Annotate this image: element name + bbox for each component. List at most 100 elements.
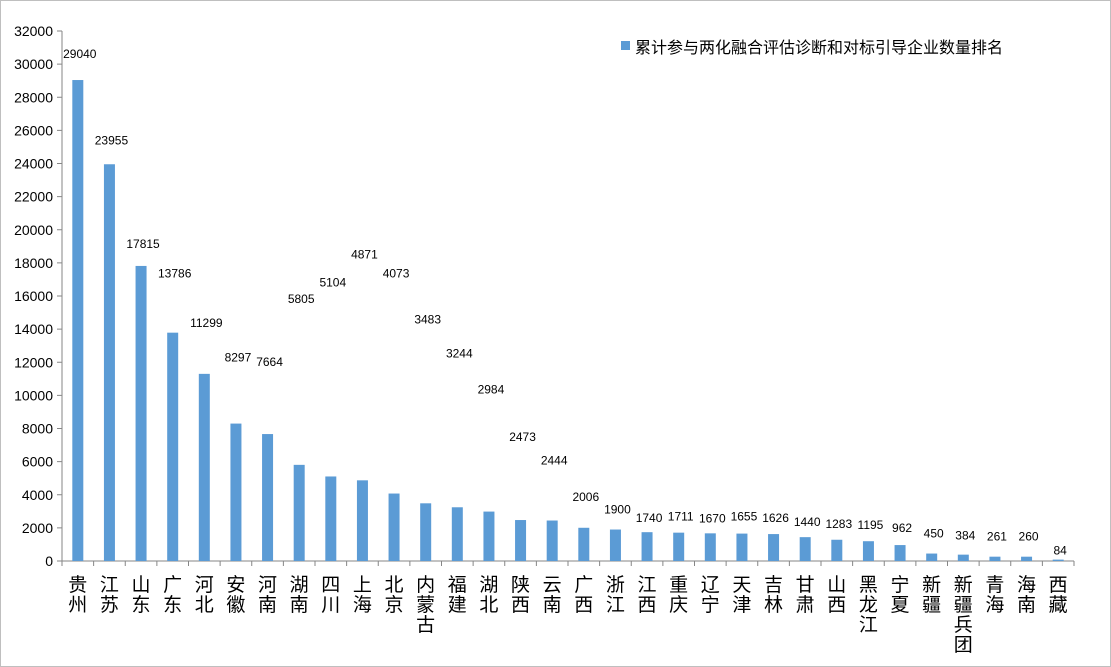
bar-14 xyxy=(515,520,527,561)
data-label-3: 13786 xyxy=(158,267,192,281)
data-label-13: 2984 xyxy=(478,383,505,397)
data-label-18: 1740 xyxy=(636,511,663,525)
y-tick-label: 30000 xyxy=(14,56,53,72)
y-tick-label: 18000 xyxy=(14,255,53,271)
bar-11 xyxy=(420,503,432,561)
bar-23 xyxy=(799,537,811,561)
bar-25 xyxy=(862,541,874,561)
data-label-26: 962 xyxy=(892,521,912,535)
data-label-16: 2006 xyxy=(572,490,599,504)
category-label-10: 北京 xyxy=(385,574,404,616)
legend-swatch xyxy=(621,41,630,50)
data-label-0: 29040 xyxy=(63,47,97,61)
y-tick-label: 16000 xyxy=(14,288,53,304)
category-label-22: 吉林 xyxy=(764,574,783,616)
bar-18 xyxy=(641,532,653,561)
bar-10 xyxy=(388,493,400,561)
data-label-8: 5104 xyxy=(319,275,346,289)
category-labels: 贵州江苏山东广东河北安徽河南湖南四川上海北京内蒙古福建湖北陕西云南广西浙江江西重… xyxy=(68,574,1067,656)
category-label-18: 江西 xyxy=(638,574,657,616)
category-label-14: 陕西 xyxy=(511,574,530,616)
category-label-1: 江苏 xyxy=(100,574,119,616)
category-label-31: 西藏 xyxy=(1049,574,1068,616)
y-tick-label: 12000 xyxy=(14,354,53,370)
category-label-30: 海南 xyxy=(1017,574,1036,616)
bar-2 xyxy=(135,265,147,561)
bar-1 xyxy=(103,164,115,561)
data-label-19: 1711 xyxy=(668,510,694,524)
y-tick-label: 2000 xyxy=(22,520,53,536)
bar-26 xyxy=(894,545,906,561)
data-label-23: 1440 xyxy=(794,515,821,529)
data-label-25: 1195 xyxy=(858,518,884,532)
bar-16 xyxy=(578,527,590,561)
category-label-27: 新疆 xyxy=(922,574,941,616)
data-label-17: 1900 xyxy=(604,503,631,517)
category-label-2: 山东 xyxy=(132,574,151,616)
bar-6 xyxy=(262,434,274,561)
y-tick-label: 14000 xyxy=(14,321,53,337)
y-tick-label: 8000 xyxy=(22,421,53,437)
data-label-9: 4871 xyxy=(351,247,378,261)
y-tick-label: 24000 xyxy=(14,156,53,172)
axes: 0 2000 4000 6000 8000 10000 12000 14000 16000 180… xyxy=(14,23,1075,569)
data-label-7: 5805 xyxy=(288,292,315,306)
bar-19 xyxy=(673,532,685,561)
category-label-28: 新疆兵团 xyxy=(954,574,973,656)
y-tick-label: 32000 xyxy=(14,23,53,39)
y-tick-label: 26000 xyxy=(14,122,53,138)
category-label-4: 河北 xyxy=(195,574,214,616)
data-label-2: 17815 xyxy=(126,237,160,251)
bar-5 xyxy=(230,423,242,561)
data-label-14: 2473 xyxy=(509,430,536,444)
data-labels: 29040 23955 17815 13786 11299 8297 7664 5805 510… xyxy=(63,47,1067,558)
bar-31 xyxy=(1052,559,1064,561)
bar-24 xyxy=(831,539,843,561)
category-label-8: 四川 xyxy=(321,574,340,616)
category-label-21: 天津 xyxy=(732,574,751,616)
bar-22 xyxy=(768,534,780,561)
bar-3 xyxy=(167,332,179,561)
bar-4 xyxy=(198,373,210,561)
data-label-29: 261 xyxy=(987,530,1007,544)
y-tick-label: 0 xyxy=(45,553,53,569)
category-label-15: 云南 xyxy=(543,574,562,616)
bar-15 xyxy=(546,520,558,561)
category-label-26: 宁夏 xyxy=(891,574,910,616)
bar-13 xyxy=(483,511,495,561)
y-tick-label: 6000 xyxy=(22,454,53,470)
y-tick-label: 28000 xyxy=(14,89,53,105)
category-label-13: 湖北 xyxy=(479,574,498,616)
category-label-3: 广东 xyxy=(163,574,182,616)
legend-label: 累计参与两化融合评估诊断和对标引导企业数量排名 xyxy=(635,38,1003,57)
data-label-12: 3244 xyxy=(446,346,473,360)
bar-27 xyxy=(926,553,938,561)
bar-28 xyxy=(957,554,969,561)
y-tick-label: 10000 xyxy=(14,387,53,403)
data-label-30: 260 xyxy=(1019,530,1039,544)
category-label-19: 重庆 xyxy=(669,574,688,616)
bar-30 xyxy=(1021,556,1033,561)
bar-7 xyxy=(293,464,305,561)
category-label-24: 山西 xyxy=(827,574,846,616)
data-label-15: 2444 xyxy=(541,454,568,468)
y-tick-label: 22000 xyxy=(14,189,53,205)
bar-29 xyxy=(989,556,1001,561)
bar-9 xyxy=(356,480,368,561)
category-label-5: 安徽 xyxy=(226,574,245,616)
data-label-28: 384 xyxy=(955,529,975,543)
bar-21 xyxy=(736,533,748,561)
data-label-27: 450 xyxy=(924,527,944,541)
data-label-6: 7664 xyxy=(256,355,283,369)
category-label-0: 贵州 xyxy=(68,574,87,616)
bar-0 xyxy=(72,80,84,561)
data-label-10: 4073 xyxy=(383,267,410,281)
data-label-20: 1670 xyxy=(699,511,726,525)
y-tick-label: 4000 xyxy=(22,487,53,503)
category-label-25: 黑龙江 xyxy=(859,574,878,636)
category-label-16: 广西 xyxy=(574,574,593,616)
bar-8 xyxy=(325,476,337,561)
category-label-12: 福建 xyxy=(448,574,467,616)
category-label-17: 浙江 xyxy=(606,574,625,616)
